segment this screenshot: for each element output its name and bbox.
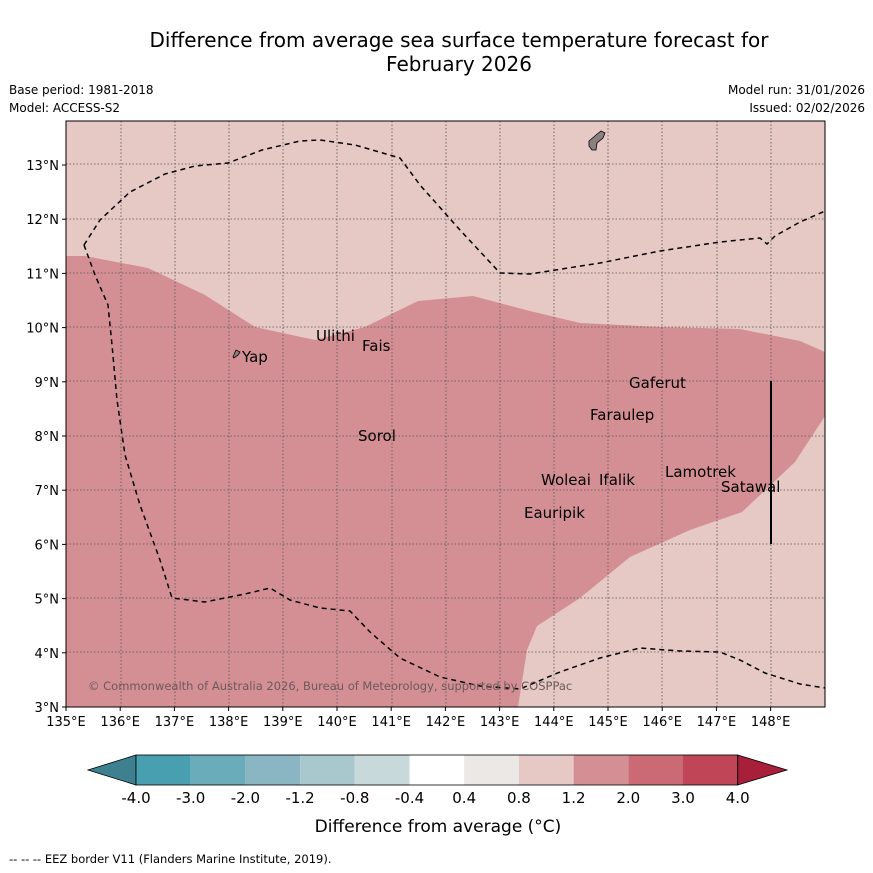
colorbar-segment: [136, 755, 191, 785]
place-label-fais: Fais: [362, 337, 391, 355]
eez-border: [83, 139, 825, 690]
colorbar-segment: [628, 755, 683, 785]
colorbar-segment: [409, 755, 465, 785]
colorbar-tick-label: 3.0: [671, 789, 695, 807]
colorbar-segment: [573, 755, 629, 785]
lon-tick-label: 146°E: [642, 715, 682, 730]
title-line-1: Difference from average sea surface temp…: [149, 28, 769, 52]
lat-tick-label: 12°N: [26, 213, 59, 228]
place-label-satawal: Satawal: [721, 478, 780, 496]
lat-tick-label: 8°N: [35, 430, 60, 445]
colorbar-tick-label: -2.0: [231, 789, 260, 807]
colorbar-segment: [190, 755, 246, 785]
anomaly-region-1-2-to-2-0: [66, 256, 825, 707]
lat-tick-label: 9°N: [35, 376, 60, 391]
place-label-lamotrek: Lamotrek: [665, 463, 736, 481]
lat-tick-label: 11°N: [26, 267, 59, 282]
colorbar-tick-label: -0.4: [395, 789, 424, 807]
lat-tick-label: 4°N: [35, 647, 60, 662]
grid-lines: [66, 121, 825, 707]
lat-tick-label: 10°N: [26, 322, 59, 337]
place-labels: Ulithi Fais Yap Gaferut Faraulep Sorol L…: [241, 327, 780, 522]
place-label-ifalik: Ifalik: [599, 471, 635, 489]
place-label-eauripik: Eauripik: [524, 504, 585, 522]
chart-title: Difference from average sea surface temp…: [0, 28, 873, 76]
lon-tick-label: 144°E: [534, 715, 574, 730]
place-label-ulithi: Ulithi: [316, 327, 355, 345]
colorbar-segment: [300, 755, 355, 785]
colorbar-segment: [683, 755, 738, 785]
meta-right: Model run: 31/01/2026 Issued: 02/02/2026: [728, 81, 865, 117]
place-label-sorol: Sorol: [358, 427, 396, 445]
lon-tick-label: 145°E: [588, 715, 628, 730]
lat-tick-label: 6°N: [35, 538, 60, 553]
copyright-text: © Commonwealth of Australia 2026, Bureau…: [88, 679, 572, 693]
colorbar-tick-label: 0.8: [507, 789, 531, 807]
guam-island-icon: [588, 130, 606, 151]
lat-tick-label: 7°N: [35, 484, 60, 499]
lat-tick-label: 13°N: [26, 159, 59, 174]
colorbar: [86, 754, 789, 786]
eez-legend: -- -- -- EEZ border V11 (Flanders Marine…: [9, 852, 332, 866]
lon-tick-label: 137°E: [155, 715, 195, 730]
map-area: © Commonwealth of Australia 2026, Bureau…: [66, 121, 825, 707]
lon-tick-label: 142°E: [426, 715, 466, 730]
lon-tick-label: 136°E: [100, 715, 140, 730]
colorbar-tick-label: 4.0: [726, 789, 750, 807]
colorbar-tick-label: 2.0: [616, 789, 640, 807]
colorbar-frame: [135, 754, 739, 786]
place-label-faraulep: Faraulep: [590, 406, 654, 424]
meta-left: Base period: 1981-2018 Model: ACCESS-S2: [9, 81, 154, 117]
base-period: Base period: 1981-2018: [9, 83, 154, 97]
colorbar-segment: [245, 755, 301, 785]
lon-tick-label: 148°E: [751, 715, 791, 730]
title-line-2: February 2026: [386, 52, 532, 76]
lon-tick-label: 147°E: [697, 715, 737, 730]
colorbar-tick-label: -1.2: [285, 789, 314, 807]
yap-island-icon: [232, 349, 241, 359]
colorbar-tick-label: 1.2: [562, 789, 586, 807]
lat-tick-label: 3°N: [35, 701, 60, 716]
latitude-axis: 3°N 4°N 5°N 6°N 7°N 8°N 9°N 10°N 11°N 12°N 13°N: [26, 159, 66, 716]
place-label-woleai: Woleai: [541, 471, 591, 489]
lon-tick-label: 143°E: [480, 715, 520, 730]
landmasses: [232, 130, 606, 359]
colorbar-segment: [518, 755, 574, 785]
lat-tick-label: 5°N: [35, 593, 60, 608]
lon-tick-label: 139°E: [263, 715, 303, 730]
place-label-yap: Yap: [241, 348, 268, 366]
colorbar-extend-high: [737, 754, 789, 786]
colorbar-tick-label: 0.4: [452, 789, 476, 807]
lon-tick-label: 140°E: [317, 715, 357, 730]
issued-date: Issued: 02/02/2026: [749, 101, 865, 115]
colorbar-label: Difference from average (°C): [315, 817, 562, 837]
model-run: Model run: 31/01/2026: [727, 83, 865, 97]
lon-tick-label: 138°E: [209, 715, 249, 730]
longitude-axis: 135°E 136°E 137°E 138°E 139°E 140°E 141°E 142°E…: [46, 707, 790, 730]
colorbar-ticks: -4.0 -3.0 -2.0 -1.2 -0.8 -0.4 0.4 0.8 1.2 2.0 3.0 4…: [121, 789, 749, 807]
model-name: Model: ACCESS-S2: [9, 101, 121, 115]
colorbar-extend-low: [86, 754, 137, 786]
colorbar-segment: [354, 755, 410, 785]
lon-tick-label: 141°E: [371, 715, 411, 730]
colorbar-tick-label: -3.0: [176, 789, 205, 807]
colorbar-tick-label: -4.0: [121, 789, 150, 807]
colorbar-tick-label: -0.8: [340, 789, 369, 807]
colorbar-segment: [464, 755, 519, 785]
place-label-gaferut: Gaferut: [629, 374, 686, 392]
lon-tick-label: 135°E: [46, 715, 86, 730]
